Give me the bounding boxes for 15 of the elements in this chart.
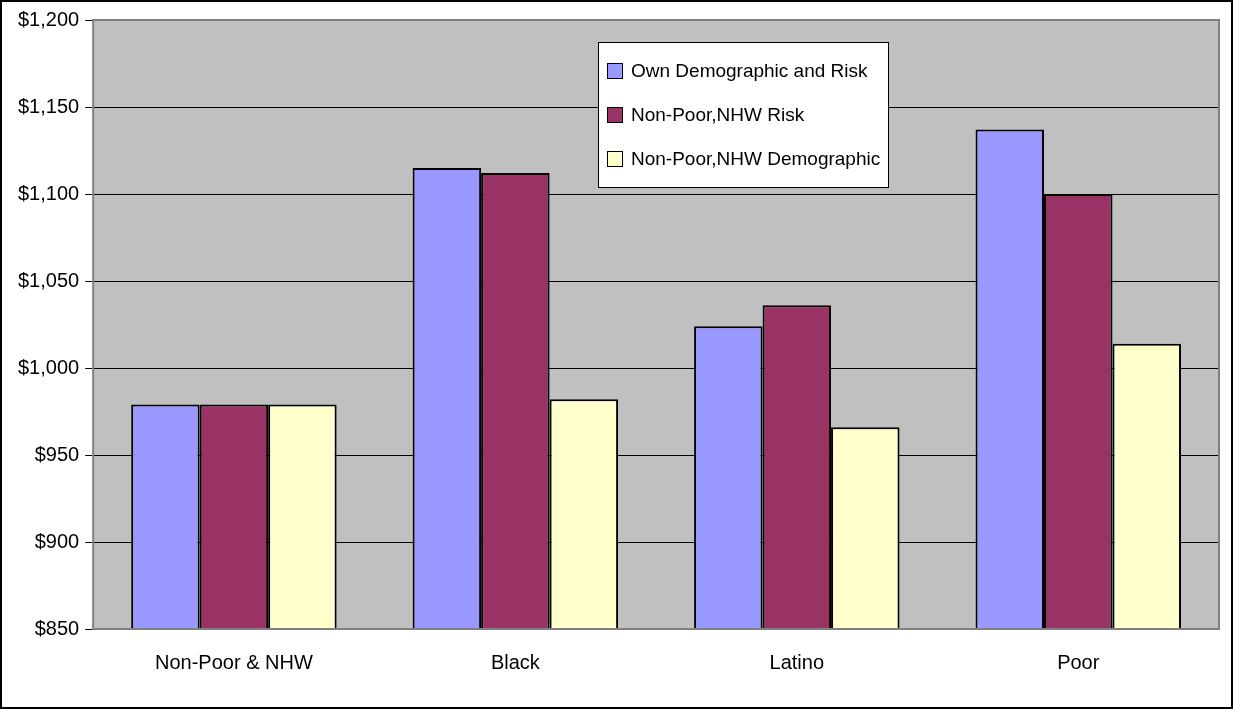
x-tick-label: Poor (1057, 650, 1100, 673)
y-tick-label: $1,100 (18, 181, 80, 204)
y-tick-label: $1,000 (18, 355, 80, 378)
y-tick-label: $900 (34, 529, 80, 552)
y-tick-label: $1,150 (18, 94, 80, 117)
x-tick-label: Latino (769, 650, 825, 673)
legend-label: Own Demographic and Risk (631, 60, 868, 82)
y-tick-label: $950 (34, 442, 80, 465)
legend-label: Non-Poor,NHW Risk (631, 104, 805, 126)
x-tick-label: Non-Poor & NHW (154, 650, 313, 673)
y-tick-label: $850 (34, 616, 80, 639)
legend-label: Non-Poor,NHW Demographic (631, 148, 881, 170)
y-tick-label: $1,050 (18, 268, 80, 291)
y-tick-label: $1,200 (18, 7, 80, 30)
x-tick-label: Black (490, 650, 541, 673)
